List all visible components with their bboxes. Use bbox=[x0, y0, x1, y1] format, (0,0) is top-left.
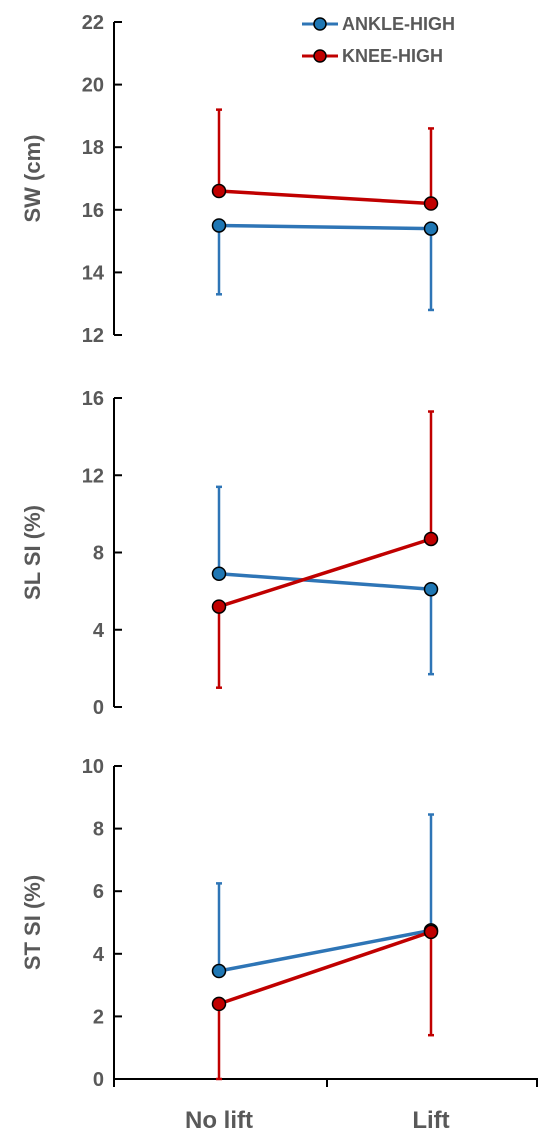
series-line-knee-high bbox=[218, 189, 432, 206]
data-point-knee-high bbox=[211, 183, 227, 199]
x-tick-label-lift: Lift bbox=[412, 1107, 449, 1134]
y-tick-label: 10 bbox=[82, 756, 104, 778]
panel-1: 12 14 16 18 20 22 SW (cm) bbox=[20, 12, 439, 347]
data-point-knee-high bbox=[211, 996, 227, 1012]
x-tick-label-no-lift: No lift bbox=[185, 1107, 253, 1134]
y-tick-label: 12 bbox=[82, 325, 104, 347]
data-point-knee-high bbox=[211, 599, 227, 614]
y-tick-label: 20 bbox=[82, 75, 104, 97]
y-axis-title: ST SI (%) bbox=[20, 875, 45, 970]
data-point-knee-high bbox=[423, 924, 439, 940]
y-tick-label: 4 bbox=[93, 620, 105, 642]
y-tick-label: 0 bbox=[93, 1069, 104, 1091]
y-tick-label: 6 bbox=[93, 881, 104, 903]
y-axis-title: SW (cm) bbox=[20, 135, 45, 223]
data-point-ankle-high bbox=[211, 566, 227, 581]
y-tick-label: 2 bbox=[93, 1006, 104, 1028]
y-tick-label: 4 bbox=[93, 944, 105, 966]
data-point-ankle-high bbox=[211, 963, 227, 979]
legend-marker-ankle-high bbox=[313, 17, 327, 31]
series-line-knee-high bbox=[218, 537, 432, 609]
data-point-ankle-high bbox=[423, 221, 439, 236]
legend-label-ankle-high: ANKLE-HIGH bbox=[342, 14, 455, 34]
panels: 12 14 16 18 20 22 SW (cm) 0 4 8 12 16 SL SI (%) 0 2 4 6 8… bbox=[20, 12, 538, 1091]
y-axis-title: SL SI (%) bbox=[20, 505, 45, 600]
y-tick-label: 16 bbox=[82, 388, 104, 410]
y-tick-label: 8 bbox=[93, 543, 104, 565]
series-line-ankle-high bbox=[218, 223, 432, 231]
data-point-knee-high bbox=[423, 196, 439, 211]
y-tick-label: 14 bbox=[82, 262, 105, 284]
panel-2: 0 4 8 12 16 SL SI (%) bbox=[20, 388, 439, 719]
data-point-ankle-high bbox=[423, 581, 439, 597]
legend-label-knee-high: KNEE-HIGH bbox=[342, 46, 443, 66]
panel-3: 0 2 4 6 8 10 ST SI (%) bbox=[20, 756, 538, 1091]
series-line-ankle-high bbox=[218, 928, 432, 973]
y-tick-label: 18 bbox=[82, 137, 104, 159]
y-tick-label: 22 bbox=[82, 12, 104, 34]
y-tick-label: 16 bbox=[82, 200, 104, 222]
y-tick-label: 8 bbox=[93, 819, 104, 841]
y-tick-label: 12 bbox=[82, 465, 104, 487]
legend-marker-knee-high bbox=[313, 49, 327, 63]
data-point-knee-high bbox=[423, 531, 439, 547]
series-line-knee-high bbox=[218, 930, 432, 1006]
legend: ANKLE-HIGH KNEE-HIGH bbox=[302, 14, 455, 66]
series-line-ankle-high bbox=[218, 571, 432, 591]
data-point-ankle-high bbox=[211, 218, 227, 233]
y-tick-label: 0 bbox=[93, 697, 104, 719]
x-axis-labels: No lift Lift bbox=[185, 1107, 450, 1134]
